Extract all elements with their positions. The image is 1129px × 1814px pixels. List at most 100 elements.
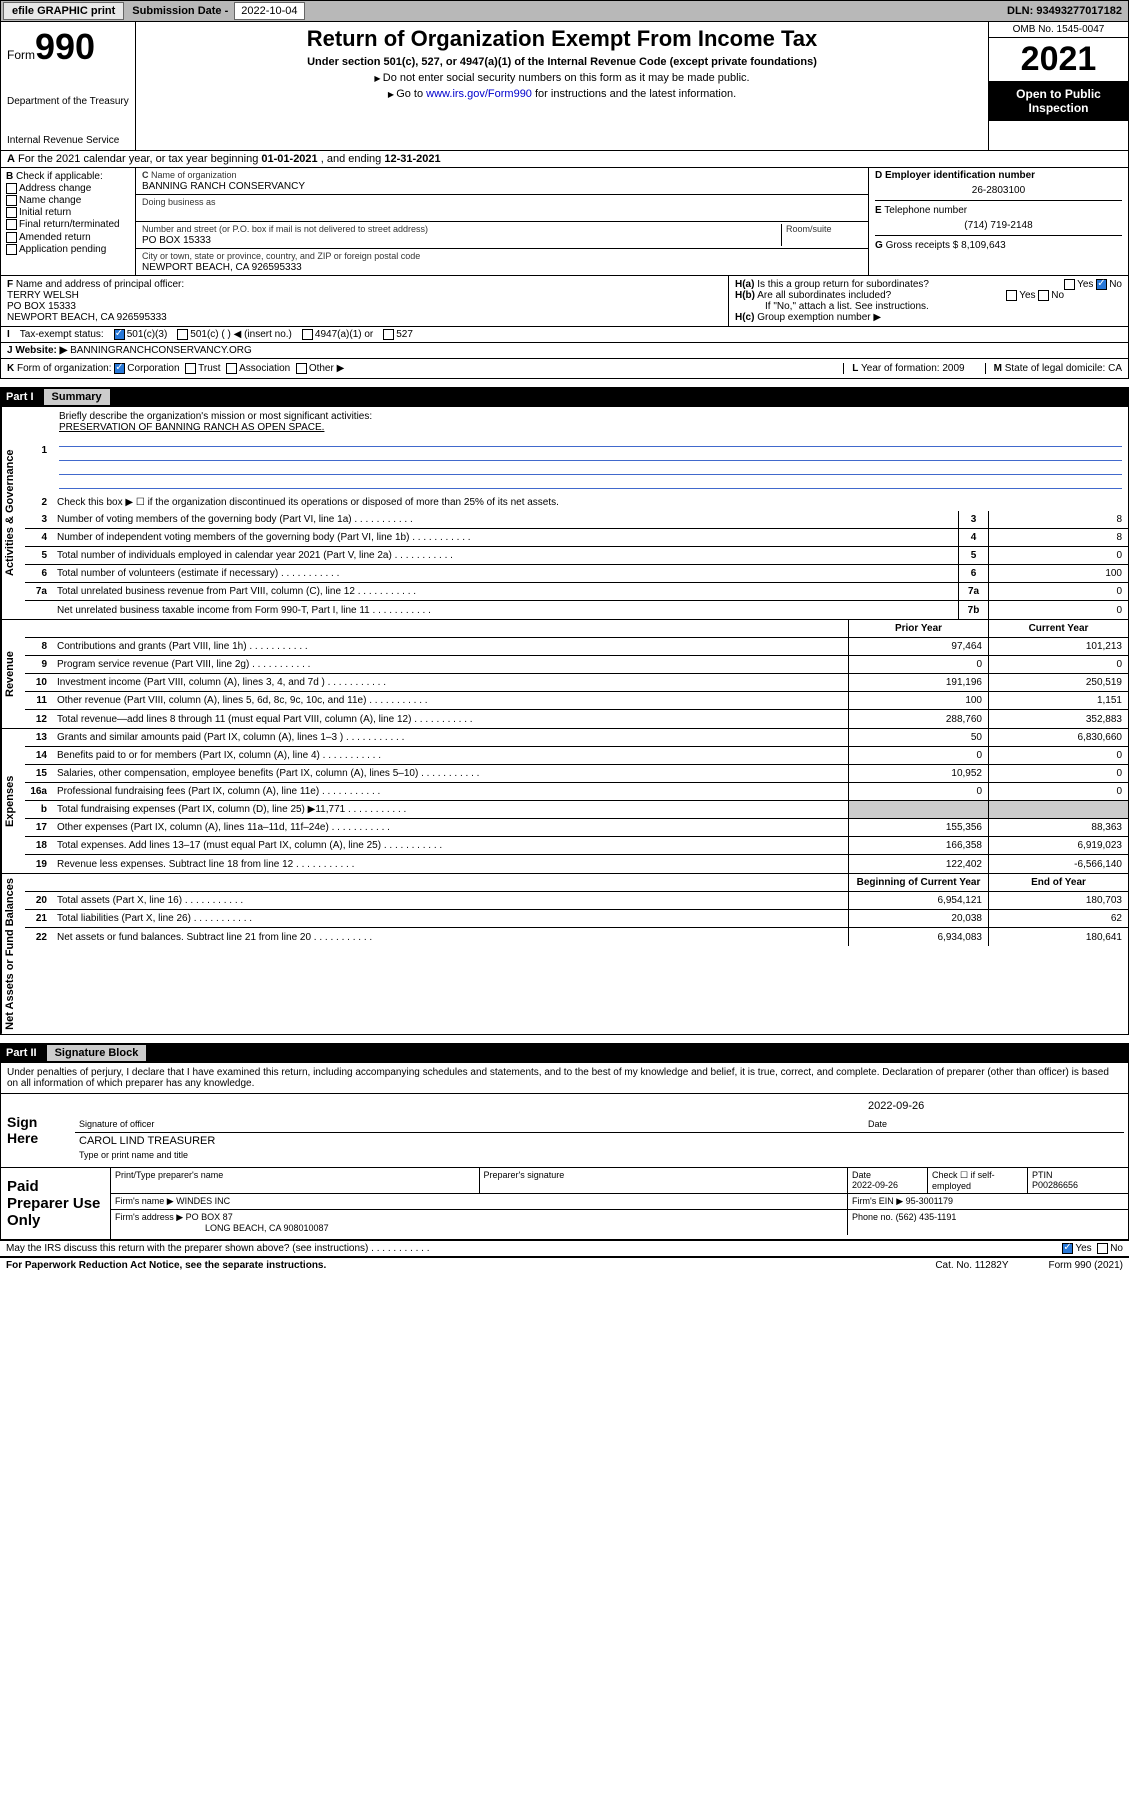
firm-addr: PO BOX 87 (186, 1212, 233, 1222)
summary-netassets: Net Assets or Fund Balances Beginning of… (0, 874, 1129, 1035)
discuss-no[interactable]: No (1097, 1243, 1123, 1254)
ein: 26-2803100 (875, 181, 1122, 200)
summary-row: Net unrelated business taxable income fr… (25, 601, 1128, 619)
chk-amended[interactable]: Amended return (6, 232, 130, 243)
chk-app-pending[interactable]: Application pending (6, 244, 130, 255)
line-a: A For the 2021 calendar year, or tax yea… (0, 151, 1129, 168)
part-ii-bar: Part II Signature Block (0, 1043, 1129, 1063)
omb-number: OMB No. 1545-0047 (989, 22, 1128, 38)
submission-date: 2022-10-04 (234, 2, 304, 20)
tax-year: 2021 (989, 38, 1128, 81)
block-bcd: B Check if applicable: Address change Na… (0, 168, 1129, 276)
vlabel-netassets: Net Assets or Fund Balances (1, 874, 25, 1034)
form-ref: Form 990 (2021) (1049, 1260, 1123, 1271)
summary-row: 11Other revenue (Part VIII, column (A), … (25, 692, 1128, 710)
summary-row: 6Total number of volunteers (estimate if… (25, 565, 1128, 583)
chk-501c3[interactable]: 501(c)(3) (114, 329, 168, 340)
block-fh: F Name and address of principal officer:… (0, 276, 1129, 327)
dln: DLN: 93493277017182 (1007, 5, 1128, 17)
vlabel-governance: Activities & Governance (1, 407, 25, 619)
cat-no: Cat. No. 11282Y (935, 1260, 1008, 1271)
org-city: NEWPORT BEACH, CA 926595333 (142, 262, 302, 273)
instruction-1: Do not enter social security numbers on … (142, 72, 982, 84)
open-to-public: Open to Public Inspection (989, 81, 1128, 121)
sign-here-block: Sign Here Signature of officer 2022-09-2… (0, 1094, 1129, 1168)
form-header: Form990 Department of the Treasury Inter… (0, 22, 1129, 151)
chk-assoc[interactable]: Association (226, 363, 290, 374)
website: BANNINGRANCHCONSERVANCY.ORG (70, 345, 252, 356)
footer: For Paperwork Reduction Act Notice, see … (0, 1256, 1129, 1273)
officer-addr2: NEWPORT BEACH, CA 926595333 (7, 312, 167, 323)
form-number: 990 (35, 26, 95, 67)
summary-row: 19Revenue less expenses. Subtract line 1… (25, 855, 1128, 873)
gross-receipts: 8,109,643 (961, 240, 1006, 251)
line-i: I Tax-exempt status: 501(c)(3) 501(c) ( … (0, 327, 1129, 343)
summary-revenue: Revenue Prior YearCurrent Year 8Contribu… (0, 620, 1129, 729)
summary-row: 14Benefits paid to or for members (Part … (25, 747, 1128, 765)
summary-row: 7aTotal unrelated business revenue from … (25, 583, 1128, 601)
org-name: BANNING RANCH CONSERVANCY (142, 181, 305, 192)
summary-row: 17Other expenses (Part IX, column (A), l… (25, 819, 1128, 837)
chk-corp[interactable]: Corporation (114, 363, 179, 374)
summary-row: 5Total number of individuals employed in… (25, 547, 1128, 565)
officer-name-title: CAROL LIND TREASURER (79, 1135, 1120, 1149)
summary-row: 12Total revenue—add lines 8 through 11 (… (25, 710, 1128, 728)
ptin: P00286656 (1032, 1180, 1078, 1190)
summary-row: 22Net assets or fund balances. Subtract … (25, 928, 1128, 946)
pra-notice: For Paperwork Reduction Act Notice, see … (6, 1260, 326, 1271)
officer-name: TERRY WELSH (7, 290, 79, 301)
summary-row: 4Number of independent voting members of… (25, 529, 1128, 547)
discuss-yes[interactable]: Yes (1062, 1243, 1091, 1254)
summary-row: 16aProfessional fundraising fees (Part I… (25, 783, 1128, 801)
department: Department of the Treasury (7, 96, 129, 107)
chk-4947[interactable]: 4947(a)(1) or (302, 329, 373, 340)
irs-link[interactable]: www.irs.gov/Form990 (426, 88, 532, 100)
col-b: B Check if applicable: Address change Na… (1, 168, 136, 275)
paid-preparer-label: Paid Preparer Use Only (1, 1168, 111, 1239)
summary-row: 3Number of voting members of the governi… (25, 511, 1128, 529)
summary-row: 20Total assets (Part X, line 16)6,954,12… (25, 892, 1128, 910)
col-d: D Employer identification number 26-2803… (868, 168, 1128, 275)
summary-row: 13Grants and similar amounts paid (Part … (25, 729, 1128, 747)
chk-initial-return[interactable]: Initial return (6, 207, 130, 218)
sign-here-label: Sign Here (1, 1094, 71, 1167)
firm-name: WINDES INC (176, 1196, 230, 1206)
chk-trust[interactable]: Trust (185, 363, 220, 374)
telephone: (714) 719-2148 (875, 216, 1122, 235)
mission-text: PRESERVATION OF BANNING RANCH AS OPEN SP… (59, 422, 324, 433)
summary-governance: Activities & Governance 1 Briefly descri… (0, 407, 1129, 620)
org-street: PO BOX 15333 (142, 235, 211, 246)
chk-name-change[interactable]: Name change (6, 195, 130, 206)
summary-row: 8Contributions and grants (Part VIII, li… (25, 638, 1128, 656)
state-domicile: State of legal domicile: CA (1005, 363, 1122, 374)
chk-527[interactable]: 527 (383, 329, 413, 340)
irs-label: Internal Revenue Service (7, 135, 129, 146)
line-j: J Website: ▶ BANNINGRANCHCONSERVANCY.ORG (0, 343, 1129, 359)
firm-ein: 95-3001179 (906, 1196, 953, 1206)
part-i-bar: Part I Summary (0, 387, 1129, 407)
summary-expenses: Expenses 13Grants and similar amounts pa… (0, 729, 1129, 874)
chk-501c[interactable]: 501(c) ( ) ◀ (insert no.) (177, 329, 292, 340)
efile-button[interactable]: efile GRAPHIC print (3, 2, 124, 20)
vlabel-revenue: Revenue (1, 620, 25, 728)
form-title: Return of Organization Exempt From Incom… (142, 26, 982, 52)
chk-address-change[interactable]: Address change (6, 183, 130, 194)
firm-phone: (562) 435-1191 (896, 1212, 957, 1222)
vlabel-expenses: Expenses (1, 729, 25, 873)
discuss-line: May the IRS discuss this return with the… (0, 1240, 1129, 1256)
submission-label: Submission Date - (126, 5, 234, 17)
summary-row: 10Investment income (Part VIII, column (… (25, 674, 1128, 692)
paid-preparer-block: Paid Preparer Use Only Print/Type prepar… (0, 1168, 1129, 1240)
chk-final-return[interactable]: Final return/terminated (6, 219, 130, 230)
chk-other[interactable]: Other ▶ (296, 363, 344, 374)
sign-date: 2022-09-26 (868, 1100, 1120, 1118)
officer-addr1: PO BOX 15333 (7, 301, 76, 312)
line-k: K Form of organization: Corporation Trus… (0, 359, 1129, 379)
prep-date: 2022-09-26 (852, 1180, 898, 1190)
declaration: Under penalties of perjury, I declare th… (0, 1063, 1129, 1094)
instruction-2: Go to www.irs.gov/Form990 for instructio… (142, 88, 982, 100)
col-c: C Name of organizationBANNING RANCH CONS… (136, 168, 868, 275)
top-bar: efile GRAPHIC print Submission Date - 20… (0, 0, 1129, 22)
summary-row: 21Total liabilities (Part X, line 26)20,… (25, 910, 1128, 928)
summary-row: 15Salaries, other compensation, employee… (25, 765, 1128, 783)
